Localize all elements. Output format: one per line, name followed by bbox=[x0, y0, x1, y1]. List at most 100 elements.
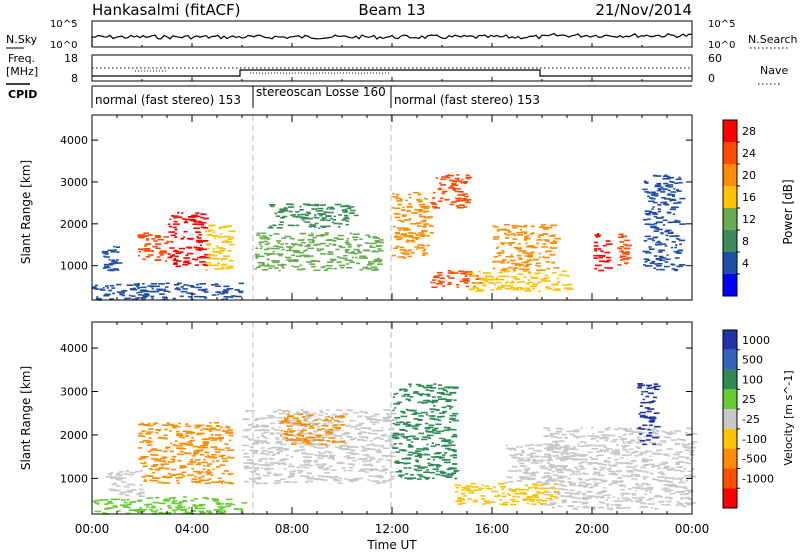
velocity-blob-8 bbox=[542, 426, 698, 511]
velocity-colorbar-frame bbox=[722, 329, 738, 509]
frequency-scatter bbox=[135, 70, 390, 74]
velocity-ytick-label-1000: 1000 bbox=[60, 472, 88, 485]
velocity-ytick-label-4000: 4000 bbox=[60, 342, 88, 355]
freq-label-2: [MHz] bbox=[6, 65, 38, 78]
station-title: Hankasalmi (fitACF) bbox=[92, 1, 240, 19]
power-blob-7 bbox=[392, 191, 434, 259]
x-tick-label-4: 16:00 bbox=[475, 522, 510, 536]
power-blob-0 bbox=[92, 282, 245, 301]
power-blob-8 bbox=[430, 174, 472, 209]
power-colorbar-label-0: 28 bbox=[742, 125, 756, 138]
power-blob-1 bbox=[101, 245, 123, 272]
velocity-colorbar-swatch-3 bbox=[723, 389, 737, 410]
velocity-x-ticks bbox=[91, 322, 693, 514]
velocity-ytick-label-3000: 3000 bbox=[60, 386, 88, 399]
beam-title: Beam 13 bbox=[358, 1, 425, 19]
power-y-axis: 1000 2000 3000 4000 bbox=[60, 134, 692, 273]
x-tick-label-0: 00:00 bbox=[75, 522, 110, 536]
velocity-blob-6 bbox=[454, 482, 560, 506]
power-colorbar-swatch-1 bbox=[723, 142, 737, 164]
velocity-blob-4 bbox=[279, 413, 346, 446]
power-colorbar-label-2: 20 bbox=[742, 169, 756, 182]
power-colorbar: 28 24 20 16 12 8 4 Power [dB] bbox=[722, 119, 795, 297]
noise-right-label: N.Search bbox=[748, 33, 798, 46]
noise-left-label: N.Sky bbox=[6, 33, 38, 46]
velocity-ytick-label-2000: 2000 bbox=[60, 429, 88, 442]
power-colorbar-swatch-4 bbox=[723, 208, 737, 230]
power-blob-12 bbox=[593, 233, 613, 272]
velocity-colorbar-swatch-7 bbox=[723, 468, 737, 489]
power-blob-3 bbox=[167, 211, 211, 268]
x-tick-label-1: 04:00 bbox=[175, 522, 210, 536]
noise-trace bbox=[91, 32, 693, 47]
freq-tick-top: 18 bbox=[64, 52, 78, 65]
power-blob-11 bbox=[492, 224, 561, 272]
x-tick-label-5: 20:00 bbox=[575, 522, 610, 536]
x-axis-labels: 00:00 04:00 08:00 12:00 16:00 20:00 00:00 bbox=[75, 43, 710, 536]
frequency-trace bbox=[92, 69, 692, 77]
power-blob-10 bbox=[467, 270, 574, 293]
power-colorbar-label-3: 16 bbox=[742, 191, 756, 204]
x-axis-label: Time UT bbox=[366, 538, 417, 552]
velocity-colorbar-swatch-8 bbox=[723, 488, 737, 508]
velocity-colorbar-label-7: -1000 bbox=[742, 472, 774, 485]
power-colorbar-label-5: 8 bbox=[742, 235, 749, 248]
power-colorbar-swatch-2 bbox=[723, 164, 737, 186]
velocity-panel: 1000 2000 3000 4000 Slant Range [km] bbox=[19, 321, 698, 515]
power-ytick-label-4000: 4000 bbox=[60, 134, 88, 147]
power-ytick-label-2000: 2000 bbox=[60, 218, 88, 231]
velocity-blob-3 bbox=[242, 409, 398, 485]
velocity-blob-5 bbox=[392, 383, 460, 480]
frequency-panel: Freq. [MHz] 18 8 60 0 Nave bbox=[6, 52, 788, 85]
nave-tick-bottom: 0 bbox=[708, 72, 715, 85]
velocity-colorbar-swatch-4 bbox=[723, 409, 737, 429]
x-tick-label-3: 12:00 bbox=[375, 522, 410, 536]
velocity-colorbar: 1000 500 100 25 -25 -100 -500 -1000 Velocity [m… bbox=[722, 329, 795, 509]
noise-left-tick-top: 10^5 bbox=[50, 19, 77, 30]
velocity-colorbar-swatch-2 bbox=[723, 369, 737, 390]
nave-tick-top: 60 bbox=[708, 52, 722, 65]
cpid-label: CPID bbox=[8, 88, 37, 101]
velocity-y-axis: 1000 2000 3000 4000 bbox=[60, 342, 692, 485]
velocity-colorbar-swatch-6 bbox=[723, 448, 737, 469]
power-blob-13 bbox=[617, 233, 632, 266]
velocity-colorbar-label-4: -25 bbox=[742, 413, 760, 426]
power-blob-14 bbox=[642, 174, 686, 272]
power-x-ticks bbox=[91, 115, 693, 300]
power-blob-6 bbox=[267, 203, 359, 230]
x-tick-label-6: 00:00 bbox=[675, 522, 710, 536]
power-colorbar-swatch-3 bbox=[723, 186, 737, 208]
power-blob-9 bbox=[430, 270, 484, 288]
power-colorbar-swatch-0 bbox=[723, 120, 737, 142]
cpid-segment-2: stereoscan Losse 160 bbox=[256, 85, 386, 99]
power-blob-2 bbox=[137, 232, 171, 262]
velocity-colorbar-label-6: -500 bbox=[742, 453, 767, 466]
velocity-blob-0 bbox=[92, 496, 248, 515]
cpid-row: CPID normal (fast stereo) 153 stereoscan… bbox=[6, 83, 692, 108]
power-colorbar-label-4: 12 bbox=[742, 213, 756, 226]
velocity-colorbar-label-2: 100 bbox=[742, 373, 763, 386]
velocity-colorbar-label-0: 1000 bbox=[742, 334, 770, 347]
velocity-blob-2 bbox=[105, 469, 145, 497]
velocity-colorbar-label-5: -100 bbox=[742, 433, 767, 446]
velocity-blob-9 bbox=[637, 383, 661, 446]
power-blob-4 bbox=[204, 224, 236, 271]
date-title: 21/Nov/2014 bbox=[595, 1, 692, 19]
x-tick-label-2: 08:00 bbox=[275, 522, 310, 536]
velocity-colorbar-swatch-0 bbox=[723, 330, 737, 350]
power-colorbar-label: Power [dB] bbox=[781, 179, 795, 244]
velocity-data bbox=[92, 383, 698, 515]
velocity-y-label: Slant Range [km] bbox=[19, 366, 33, 470]
power-colorbar-label-6: 4 bbox=[742, 257, 749, 270]
velocity-colorbar-label: Velocity [m s^-1] bbox=[782, 370, 795, 465]
power-colorbar-swatch-7 bbox=[723, 274, 737, 296]
cpid-segment-1: normal (fast stereo) 153 bbox=[95, 93, 241, 107]
power-blob-5 bbox=[254, 232, 385, 272]
power-y-label: Slant Range [km] bbox=[19, 160, 33, 264]
power-data bbox=[92, 174, 686, 301]
cpid-segment-3: normal (fast stereo) 153 bbox=[394, 93, 540, 107]
freq-label-1: Freq. bbox=[8, 52, 35, 65]
velocity-colorbar-swatch-1 bbox=[723, 349, 737, 370]
nave-label: Nave bbox=[760, 64, 788, 77]
power-ytick-label-1000: 1000 bbox=[60, 260, 88, 273]
